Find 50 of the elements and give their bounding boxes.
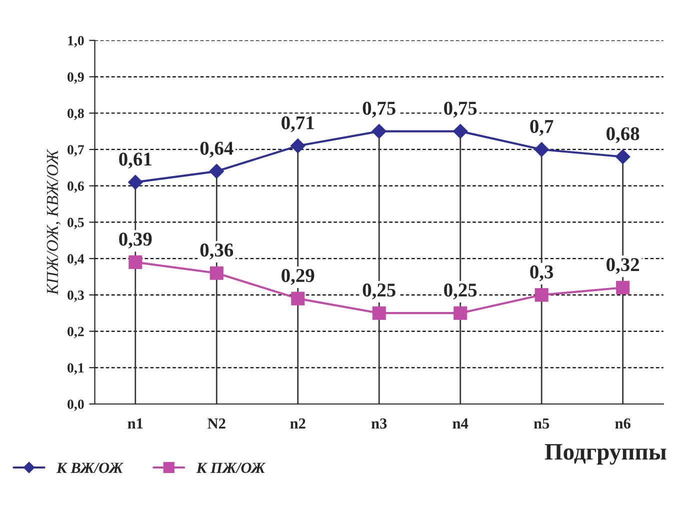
x-tick-label: N2 <box>208 418 226 428</box>
data-label: 0,75 <box>444 102 477 118</box>
data-label: 0,25 <box>362 284 396 300</box>
data-label: 0,36 <box>200 244 234 260</box>
point <box>616 280 630 294</box>
x-tick-label: n1 <box>128 418 143 428</box>
data-label: 0,7 <box>530 120 554 136</box>
point <box>128 255 142 269</box>
x-tick-label: n6 <box>615 418 630 429</box>
y-tick-label: 0,0 <box>68 400 84 411</box>
point <box>290 138 306 154</box>
point <box>534 288 548 302</box>
y-tick-label: 0,1 <box>68 363 84 375</box>
point <box>210 266 224 280</box>
data-label: 0,75 <box>362 102 396 118</box>
x-tick-label: n5 <box>534 418 550 429</box>
point <box>452 124 468 139</box>
data-label: 0,32 <box>606 258 640 274</box>
point <box>372 124 387 139</box>
x-tick-label: n2 <box>290 418 306 428</box>
y-tick-label: 0,7 <box>68 145 84 156</box>
point <box>534 142 549 157</box>
data-label: 0,3 <box>530 265 554 282</box>
data-label: 0,61 <box>119 152 152 169</box>
y-tick-label: 1,0 <box>68 36 84 48</box>
point <box>291 292 305 306</box>
point <box>209 164 224 179</box>
y-tick-label: 0,4 <box>68 254 84 266</box>
y-tick-label: 0,5 <box>68 218 84 230</box>
data-label: 0,68 <box>606 127 640 144</box>
point <box>372 306 386 320</box>
data-label: 0,25 <box>444 284 477 300</box>
data-label: 0,39 <box>119 232 152 249</box>
point <box>615 149 630 164</box>
point <box>454 306 468 320</box>
x-tick-label: n4 <box>452 418 468 428</box>
y-tick-label: 0,8 <box>68 108 84 120</box>
y-axis-title: КПЖ/ОЖ, КВЖ/ОЖ <box>46 149 60 295</box>
legend-label: К ВЖ/ОЖ <box>56 462 124 473</box>
x-tick-label: n3 <box>371 418 387 429</box>
data-label: 0,29 <box>282 268 314 285</box>
y-tick-label: 0,2 <box>68 326 84 338</box>
x-axis-title: Подгруппы <box>544 444 666 465</box>
y-tick-label: 0,6 <box>68 181 84 193</box>
data-label: 0,64 <box>200 142 234 158</box>
data-label: 0,71 <box>282 116 314 132</box>
y-tick-label: 0,3 <box>68 290 84 302</box>
point <box>128 174 143 190</box>
y-tick-label: 0,9 <box>68 72 84 84</box>
legend-label: К ПЖ/ОЖ <box>196 462 266 473</box>
